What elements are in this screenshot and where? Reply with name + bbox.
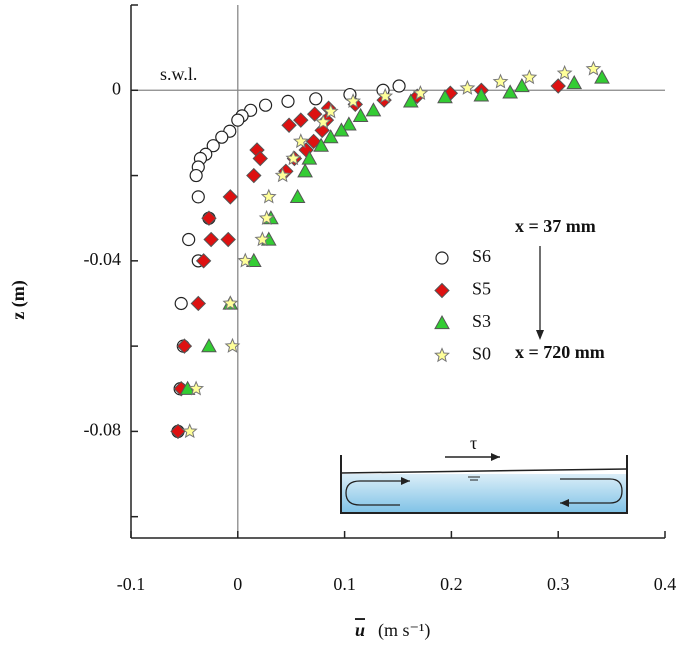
- level-mark: [468, 476, 480, 481]
- swl-label: s.w.l.: [160, 64, 197, 84]
- x-tick-label: 0.1: [333, 574, 356, 594]
- point: [222, 189, 239, 205]
- point: [550, 78, 566, 94]
- point: [191, 190, 205, 204]
- point: [215, 130, 229, 144]
- point: [237, 252, 254, 268]
- point: [301, 150, 318, 165]
- point: [492, 73, 509, 89]
- tank-diagram: τ: [340, 433, 628, 514]
- arrowhead: [536, 330, 544, 340]
- point: [402, 93, 419, 108]
- point: [260, 188, 277, 204]
- arrowhead: [560, 499, 569, 507]
- circulation: [560, 478, 623, 504]
- point: [281, 117, 297, 133]
- arrowhead: [491, 453, 500, 461]
- x-axis-unit: (m s⁻¹): [378, 620, 430, 641]
- point: [521, 69, 538, 85]
- point: [258, 98, 273, 112]
- point: [309, 92, 323, 106]
- point: [459, 79, 476, 95]
- legend-label: S6: [472, 246, 491, 266]
- point: [292, 133, 309, 149]
- point: [594, 69, 610, 84]
- y-tick-label: -0.08: [84, 420, 122, 440]
- legend-marker: [434, 347, 450, 363]
- point: [195, 253, 212, 269]
- legend-label: S3: [472, 311, 491, 331]
- point: [274, 167, 291, 183]
- start-label: x = 37 mm: [515, 216, 596, 236]
- tank: [340, 455, 628, 514]
- point: [293, 112, 309, 128]
- end-label: x = 720 mm: [515, 342, 605, 362]
- legend-marker: [434, 282, 450, 299]
- point: [201, 210, 217, 226]
- point: [322, 103, 339, 119]
- x-tick-label: 0.2: [440, 574, 463, 594]
- point: [174, 296, 188, 311]
- point: [246, 167, 262, 184]
- point: [203, 231, 219, 248]
- point: [206, 139, 220, 153]
- circulation: [345, 480, 410, 506]
- point: [392, 79, 406, 93]
- water: [341, 474, 627, 513]
- x-axis-label: u: [355, 620, 365, 640]
- point: [585, 60, 602, 76]
- point: [222, 295, 239, 311]
- point: [224, 337, 241, 353]
- point: [220, 231, 236, 248]
- point: [514, 77, 530, 93]
- point: [315, 114, 332, 129]
- point: [566, 75, 583, 90]
- point: [281, 94, 295, 108]
- point: [352, 107, 369, 122]
- legend-marker: [435, 251, 449, 265]
- stress-label: τ: [470, 433, 477, 453]
- x-tick-label: 0.3: [547, 574, 570, 594]
- point: [322, 129, 339, 144]
- x-tick-label: 0.4: [654, 574, 677, 594]
- legend-marker: [434, 314, 450, 330]
- x-tick-label: -0.1: [117, 574, 146, 594]
- point: [313, 137, 329, 152]
- point: [412, 85, 429, 100]
- legend-label: S5: [472, 279, 491, 299]
- point: [437, 89, 453, 104]
- point: [377, 87, 394, 103]
- point: [345, 93, 362, 109]
- point: [297, 163, 313, 178]
- point: [289, 188, 306, 203]
- y-tick-label: -0.04: [84, 249, 122, 269]
- point: [252, 150, 268, 167]
- point: [473, 87, 490, 102]
- y-tick-label: 0: [112, 78, 121, 98]
- point: [181, 423, 198, 439]
- point: [188, 380, 205, 396]
- point: [341, 116, 357, 131]
- point: [556, 64, 573, 80]
- point: [189, 168, 203, 183]
- point: [333, 122, 350, 137]
- point: [254, 231, 271, 247]
- x-tick-label: 0: [233, 574, 242, 594]
- point: [365, 102, 382, 117]
- point: [176, 338, 193, 354]
- arrowhead: [401, 477, 410, 485]
- legend-label: S0: [472, 344, 491, 364]
- point: [231, 113, 245, 127]
- point: [201, 338, 217, 353]
- point: [502, 84, 518, 99]
- point: [182, 232, 196, 247]
- point: [190, 295, 206, 312]
- point: [285, 150, 302, 166]
- point: [170, 423, 186, 440]
- point: [306, 106, 323, 122]
- y-axis-label: z (m): [8, 280, 29, 319]
- surface: [340, 468, 628, 474]
- point: [258, 209, 275, 225]
